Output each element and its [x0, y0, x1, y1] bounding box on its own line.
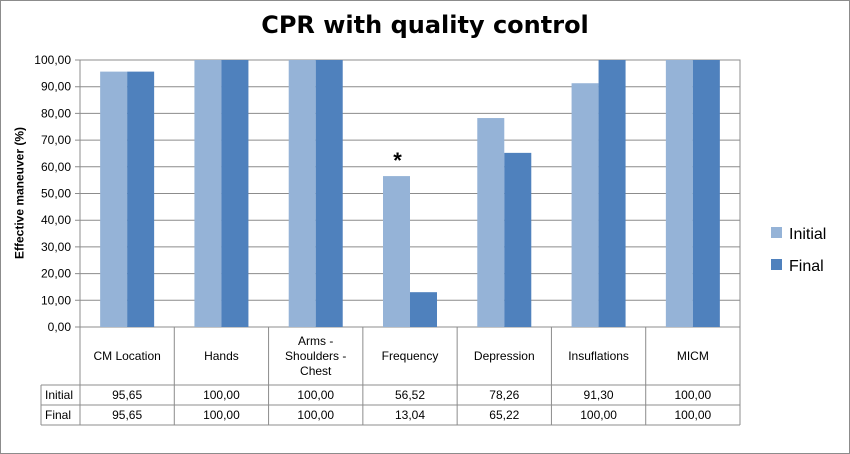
y-tick-label: 0,00 [48, 320, 72, 334]
table-cell-value: 100,00 [675, 388, 712, 402]
y-tick-label: 60,00 [41, 160, 71, 174]
y-tick-label: 40,00 [41, 213, 71, 227]
y-tick-label: 70,00 [41, 133, 71, 147]
table-cell-value: 100,00 [675, 408, 712, 422]
x-category-label: Chest [300, 364, 332, 378]
bar-final [504, 152, 532, 327]
y-tick-label: 80,00 [41, 106, 71, 120]
x-category-label: Arms - [298, 334, 333, 348]
x-category-label: Hands [204, 349, 239, 363]
legend-swatch-initial [771, 227, 782, 238]
table-cell-value: 100,00 [580, 408, 617, 422]
table-row-label: Initial [45, 388, 73, 402]
y-tick-label: 50,00 [41, 187, 71, 201]
x-category-label: Frequency [382, 349, 439, 363]
chart-title: CPR with quality control [261, 11, 589, 39]
y-tick-label: 10,00 [41, 293, 71, 307]
table-cell-value: 100,00 [203, 388, 240, 402]
bar-final [221, 60, 249, 327]
x-category-label: Insuflations [568, 349, 629, 363]
x-category-label: Depression [474, 349, 535, 363]
x-category-label: CM Location [93, 349, 160, 363]
y-tick-label: 20,00 [41, 267, 71, 281]
x-category-label: Shoulders - [285, 349, 346, 363]
x-category-label: MICM [677, 349, 709, 363]
bar-initial [477, 118, 505, 327]
bar-final [598, 60, 626, 327]
bar-final [127, 71, 155, 327]
y-tick-label: 90,00 [41, 80, 71, 94]
bar-initial [100, 71, 128, 327]
bar-final [315, 60, 343, 327]
y-tick-label: 100,00 [34, 53, 71, 67]
table-cell-value: 78,26 [489, 388, 519, 402]
table-cell-value: 13,04 [395, 408, 425, 422]
bar-initial [665, 60, 693, 327]
table-cell-value: 56,52 [395, 388, 425, 402]
legend-swatch-final [771, 259, 782, 270]
table-cell-value: 65,22 [489, 408, 519, 422]
y-tick-label: 30,00 [41, 240, 71, 254]
bar-initial [194, 60, 222, 327]
legend-label-initial: Initial [789, 226, 826, 243]
legend-label-final: Final [789, 258, 824, 275]
bar-initial [383, 176, 410, 327]
table-cell-value: 100,00 [297, 388, 334, 402]
bar-final [410, 292, 437, 327]
bar-initial [288, 60, 316, 327]
bar-final [692, 60, 720, 327]
table-cell-value: 100,00 [297, 408, 334, 422]
bar-initial [571, 83, 599, 327]
table-row-label: Final [45, 408, 71, 422]
table-cell-value: 95,65 [112, 408, 142, 422]
table-cell-value: 95,65 [112, 388, 142, 402]
table-cell-value: 91,30 [584, 388, 614, 402]
table-cell-value: 100,00 [203, 408, 240, 422]
significance-marker: * [393, 148, 402, 173]
